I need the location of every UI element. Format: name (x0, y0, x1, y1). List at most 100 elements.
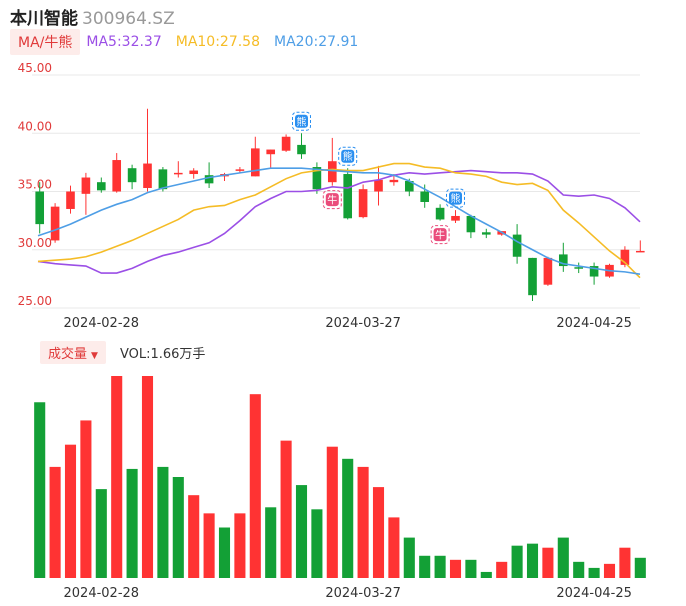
bear-signal-icon: 熊 (446, 188, 465, 208)
candle (481, 228, 491, 239)
candle-body (235, 169, 245, 171)
signal-frame (292, 111, 311, 131)
volume-bar (141, 376, 154, 578)
signal-frame (430, 225, 450, 245)
candle-body (358, 189, 368, 218)
candle-body (558, 254, 568, 267)
candle-body (158, 169, 168, 190)
volume-bar (496, 561, 508, 578)
price-tick-label: 45.00 (18, 61, 52, 75)
candle-body (250, 148, 260, 177)
price-tick-label: 35.00 (18, 178, 52, 192)
ma5-line (37, 169, 641, 274)
signal-text: 熊 (451, 192, 461, 205)
volume-bar (218, 527, 231, 578)
volume-bar (603, 563, 616, 578)
bear-signal-icon: 熊 (338, 146, 358, 166)
candle (512, 224, 522, 264)
ma-lines (37, 162, 641, 279)
candle (50, 203, 60, 243)
candle (558, 242, 568, 272)
candle (589, 262, 599, 285)
caret-down-icon: ▼ (91, 350, 98, 361)
volume-bar (265, 507, 277, 578)
candle-body (574, 267, 584, 269)
date-tick-label: 2024-02-28 (64, 586, 140, 601)
candle (343, 168, 353, 220)
candle (374, 165, 383, 206)
volume-bar (619, 547, 631, 578)
candle-body (343, 174, 353, 219)
volume-bar (588, 567, 600, 578)
candle (66, 185, 75, 214)
bear-signal-icon: 熊 (292, 111, 311, 131)
ma20-line (37, 167, 641, 276)
signal-text: 牛 (435, 229, 445, 242)
candle (35, 182, 45, 234)
volume-bar (511, 545, 523, 578)
volume-bar (157, 466, 169, 578)
candle (327, 137, 337, 186)
candle (635, 240, 645, 253)
volume-bar (357, 466, 369, 578)
volume-bar (34, 402, 46, 578)
volume-bar (434, 555, 446, 578)
price-grid (32, 74, 640, 309)
ma10-line (37, 162, 641, 279)
candle (435, 204, 445, 221)
candle-body (481, 232, 491, 235)
volume-bar (172, 477, 184, 578)
signal-text: 熊 (343, 150, 353, 163)
candle-body (543, 257, 553, 285)
candle-body (173, 172, 183, 175)
candle (281, 134, 291, 152)
ma-indicator-toggle[interactable]: MA/牛熊 (10, 29, 81, 55)
candle-body (620, 249, 630, 265)
volume-indicator-toggle[interactable]: 成交量 ▼ (40, 340, 106, 364)
candle-body (266, 149, 276, 155)
signal-frame (322, 190, 342, 210)
price-axis-labels: 45.00 40.00 35.00 30.00 25.00 (18, 61, 52, 308)
volume-bars (34, 376, 646, 578)
volume-bar (234, 513, 246, 578)
bull-signal-icon: 牛 (430, 225, 450, 245)
candle-body (420, 191, 430, 202)
price-tick-label: 30.00 (18, 236, 52, 250)
stock-code: 300964.SZ (82, 9, 175, 29)
candle-body (96, 182, 106, 191)
signal-face (295, 114, 308, 128)
volume-value: VOL:1.66万手 (119, 346, 206, 362)
volume-bar (80, 420, 92, 578)
volume-bar (403, 537, 415, 578)
volume-bar (249, 394, 261, 578)
candle-body (435, 207, 445, 220)
candle (543, 256, 553, 286)
candle (620, 246, 630, 268)
volume-bar (295, 485, 308, 578)
candle-body (389, 179, 399, 183)
candle-body (589, 266, 599, 277)
candle-body (374, 179, 383, 192)
price-date-axis: 2024-02-28 2024-03-27 2024-04-25 (64, 316, 632, 331)
candle-body (35, 191, 45, 225)
signal-text: 牛 (327, 194, 337, 207)
ma5-value: MA5:32.37 (86, 34, 162, 50)
volume-bar (326, 446, 338, 578)
candle (451, 210, 460, 223)
volume-bar (449, 559, 462, 578)
ma20-value: MA20:27.91 (274, 34, 359, 50)
candle-body (204, 175, 214, 184)
candlesticks (35, 108, 645, 302)
candle-body (635, 250, 645, 253)
candle-body (466, 215, 476, 233)
stock-title: 本川智能 300964.SZ (10, 4, 175, 29)
volume-bar (95, 489, 107, 578)
volume-indicator-label: 成交量 (48, 346, 88, 362)
volume-bar (634, 557, 646, 578)
candle (127, 164, 137, 190)
volume-bar (203, 513, 215, 578)
volume-date-axis: 2024-02-28 2024-03-27 2024-04-25 (64, 586, 632, 601)
stock-name: 本川智能 (10, 9, 78, 29)
candle (81, 172, 91, 215)
